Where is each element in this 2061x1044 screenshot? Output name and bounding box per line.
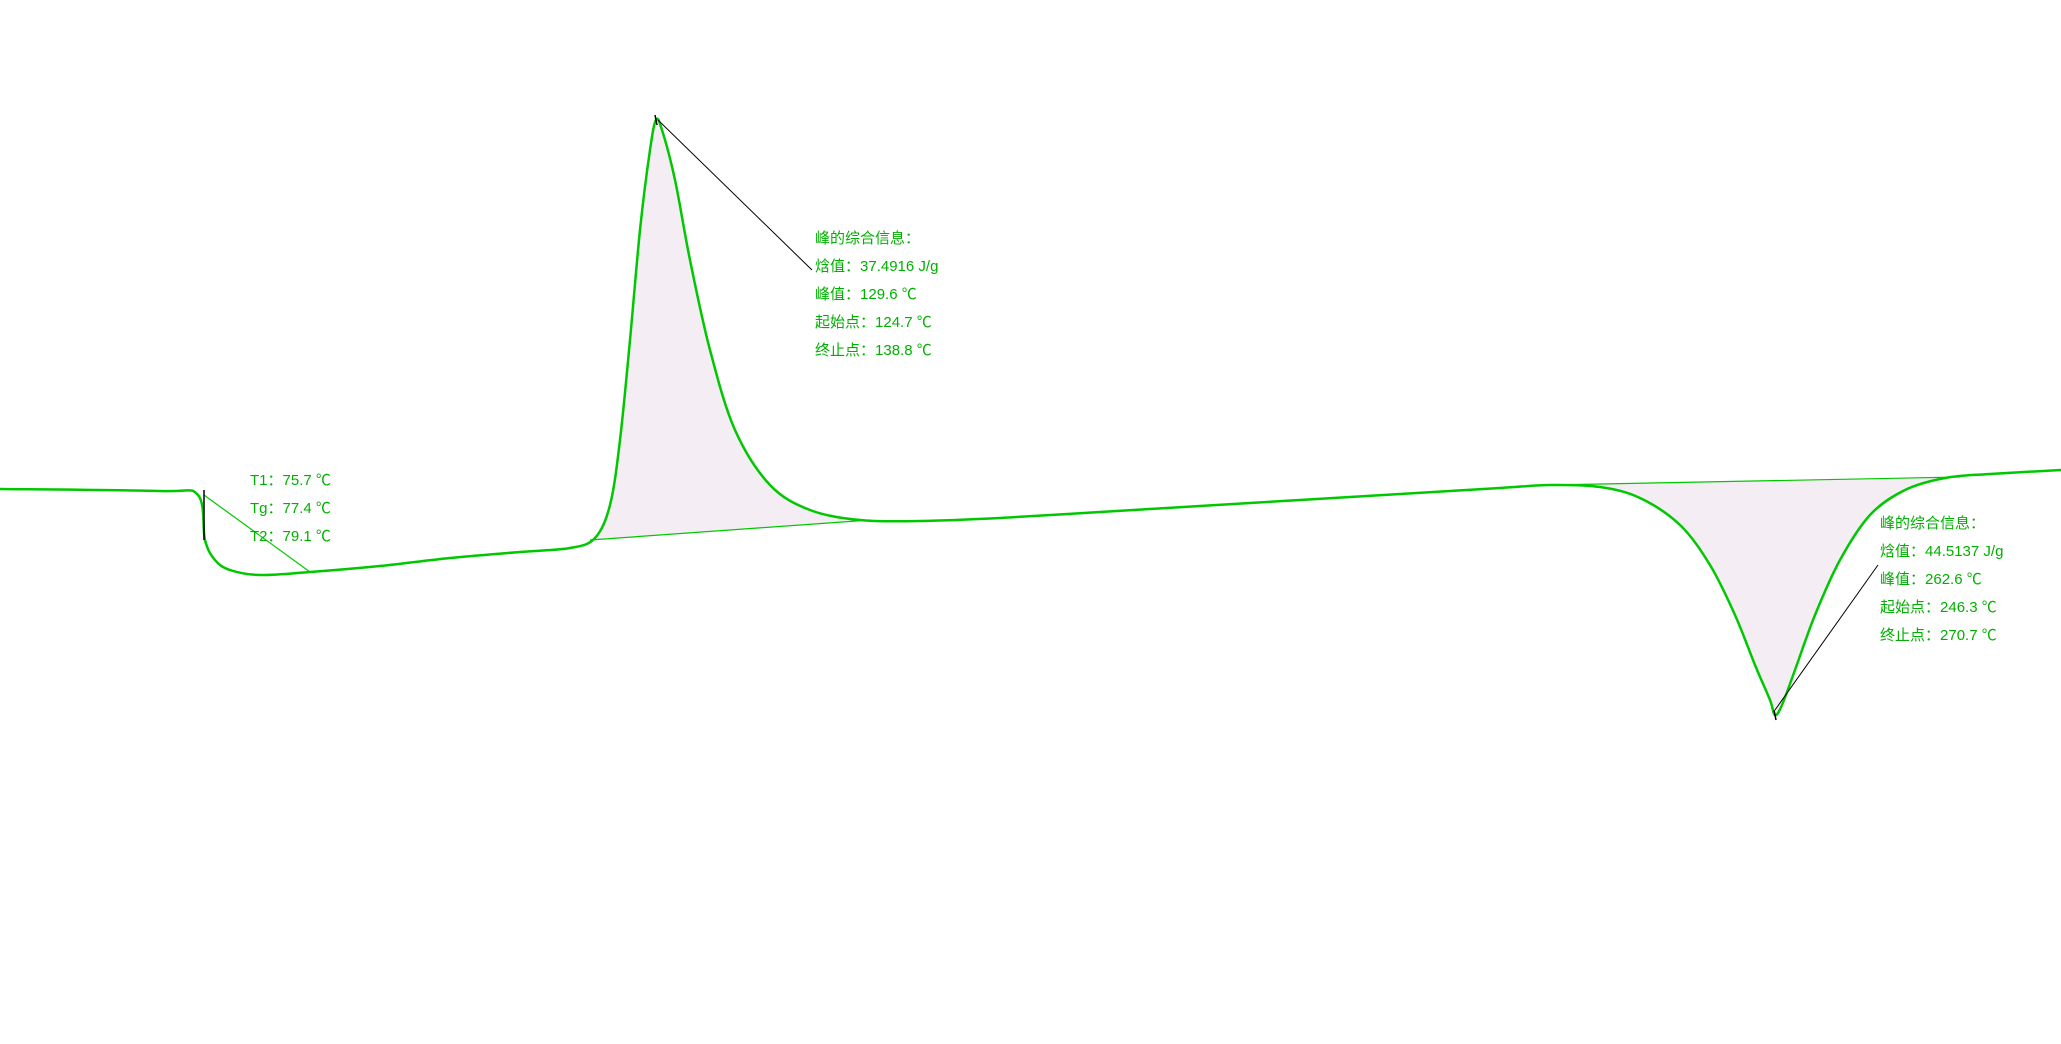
peak2-onset-row: 起始点：246.3 ℃ (1880, 594, 2003, 622)
peak1-annotation: 峰的综合信息： 焓值：37.4916 J/g 峰值：129.6 ℃ 起始点：12… (815, 225, 938, 365)
peak2-enthalpy-value: 44.5137 J/g (1925, 543, 2003, 560)
peak1-endset-value: 138.8 ℃ (875, 342, 932, 359)
tg-t1-label: T1： (250, 472, 283, 489)
peak1-onset-row: 起始点：124.7 ℃ (815, 309, 938, 337)
peak1-header: 峰的综合信息： (815, 225, 938, 253)
dsc-chart: T1：75.7 ℃ Tg：77.4 ℃ T2：79.1 ℃ 峰的综合信息： 焓值… (0, 0, 2061, 1044)
peak1-enthalpy-value: 37.4916 J/g (860, 258, 938, 275)
peak2-header: 峰的综合信息： (1880, 510, 2003, 538)
peak2-peak-label: 峰值： (1880, 571, 1925, 588)
peak1-onset-label: 起始点： (815, 314, 875, 331)
tg-tg-row: Tg：77.4 ℃ (250, 495, 331, 523)
peak2-enthalpy-label: 焓值： (1880, 543, 1925, 560)
tg-t1-value: 75.7 ℃ (283, 472, 331, 489)
peak2-endset-value: 270.7 ℃ (1940, 627, 1997, 644)
tg-t1-row: T1：75.7 ℃ (250, 467, 331, 495)
peak1-endset-row: 终止点：138.8 ℃ (815, 337, 938, 365)
peak1-peak-label: 峰值： (815, 286, 860, 303)
peak2-onset-label: 起始点： (1880, 599, 1940, 616)
peak1-onset-value: 124.7 ℃ (875, 314, 932, 331)
peak2-peak-row: 峰值：262.6 ℃ (1880, 566, 2003, 594)
peak2-onset-value: 246.3 ℃ (1940, 599, 1997, 616)
peak1-endset-label: 终止点： (815, 342, 875, 359)
tg-tg-label: Tg： (250, 500, 283, 517)
tg-t2-value: 79.1 ℃ (283, 528, 331, 545)
peak1-peak-row: 峰值：129.6 ℃ (815, 281, 938, 309)
peak2-endset-label: 终止点： (1880, 627, 1940, 644)
peak2-peak-value: 262.6 ℃ (1925, 571, 1982, 588)
peak1-enthalpy-row: 焓值：37.4916 J/g (815, 253, 938, 281)
peak1-enthalpy-label: 焓值： (815, 258, 860, 275)
tg-t2-row: T2：79.1 ℃ (250, 523, 331, 551)
peak2-annotation: 峰的综合信息： 焓值：44.5137 J/g 峰值：262.6 ℃ 起始点：24… (1880, 510, 2003, 650)
glass-transition-annotation: T1：75.7 ℃ Tg：77.4 ℃ T2：79.1 ℃ (250, 467, 331, 551)
peak2-enthalpy-row: 焓值：44.5137 J/g (1880, 538, 2003, 566)
peak2-endset-row: 终止点：270.7 ℃ (1880, 622, 2003, 650)
tg-tg-value: 77.4 ℃ (283, 500, 331, 517)
tg-t2-label: T2： (250, 528, 283, 545)
peak1-peak-value: 129.6 ℃ (860, 286, 917, 303)
